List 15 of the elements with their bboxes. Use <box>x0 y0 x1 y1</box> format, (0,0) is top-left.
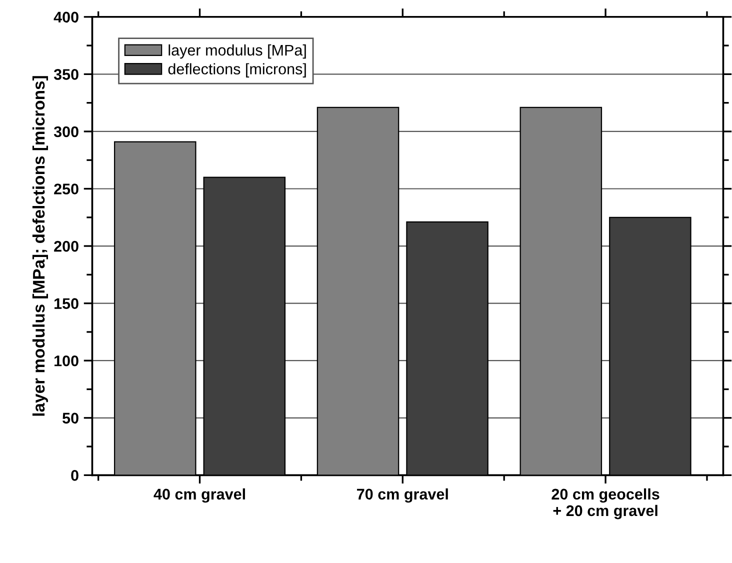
legend-label: deflections [microns] <box>168 63 306 78</box>
legend-label: layer modulus [MPa] <box>168 44 306 59</box>
y-tick-label: 400 <box>54 12 78 23</box>
x-tick-label: 40 cm gravel <box>154 488 245 503</box>
y-tick-label: 100 <box>54 355 78 366</box>
y-tick-label: 300 <box>54 126 78 138</box>
y-tick-label: 0 <box>71 470 78 481</box>
y-axis-title: layer modulus [MPa]; defelctions [microns] <box>32 76 48 416</box>
y-tick-label: 250 <box>54 184 78 194</box>
x-tick-label: 20 cm geocells + 20 cm gravel <box>552 488 660 520</box>
y-tick-label: 200 <box>54 240 78 252</box>
y-tick-label: 50 <box>62 412 78 424</box>
y-tick-label: 350 <box>54 69 78 80</box>
x-tick-label: 70 cm gravel <box>357 488 448 503</box>
y-tick-label: 150 <box>54 298 78 309</box>
